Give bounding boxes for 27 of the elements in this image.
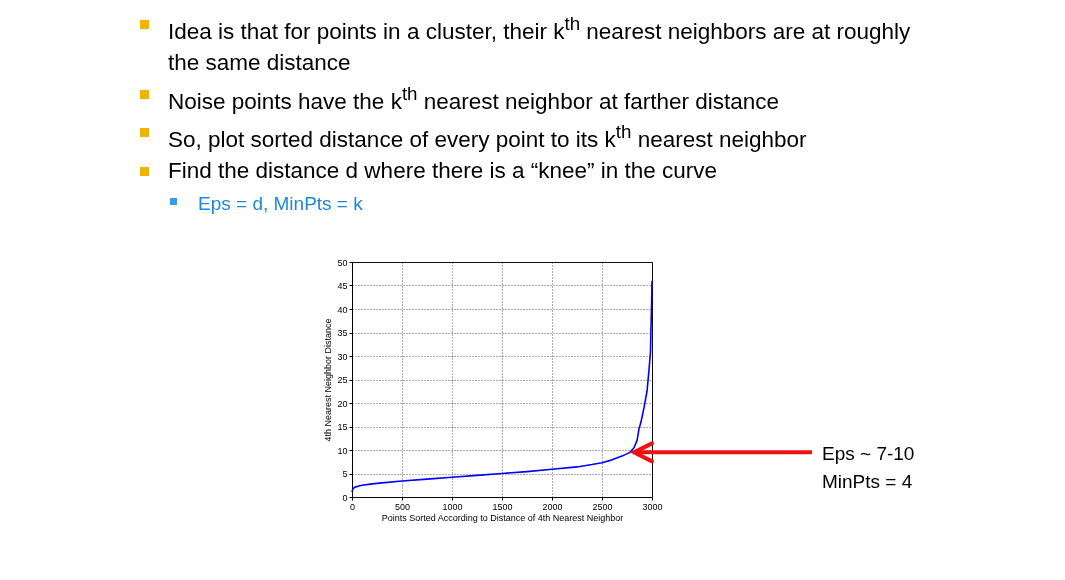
y-axis-title: 4th Nearest Neighbor Distance xyxy=(323,318,334,442)
line-series xyxy=(351,280,653,494)
x-tick-label: 500 xyxy=(394,501,411,512)
y-tick-label: 30 xyxy=(337,351,348,362)
text: So, plot sorted distance of every point to its k$^{th}$ nearest neighbor xyxy=(167,120,808,154)
x-tick-label: 2500 xyxy=(592,501,613,512)
annotation: Eps ~ 7-10 xyxy=(822,442,915,466)
y-tick-label: 25 xyxy=(337,375,348,385)
y-tick-label: 20 xyxy=(337,398,348,409)
x-axis-title: Points Sorted According to Distance of 4th Nearest Neighbor xyxy=(381,512,624,523)
text: Noise points have the k$^{th}$ nearest neighbor at farther distance xyxy=(167,81,780,116)
x-tick-label: 1000 xyxy=(442,501,463,512)
y-tick-label: 15 xyxy=(337,422,348,432)
y-tick-label: 0 xyxy=(342,492,348,503)
text: MinPts = 4 xyxy=(822,470,914,494)
y-tick-label: 5 xyxy=(342,469,348,479)
y-tick-label: 45 xyxy=(337,281,348,291)
x-tick-label: 3000 xyxy=(642,501,663,512)
y-tick-label: 10 xyxy=(337,445,348,456)
text: Find the distance d where there is a “knee” in the curve xyxy=(167,156,719,185)
x-tick-label: 2000 xyxy=(542,501,563,512)
y-tick-label: 35 xyxy=(337,328,348,338)
y-tick-label: 40 xyxy=(337,304,348,315)
y-tick-label: 50 xyxy=(337,257,348,268)
text: Eps = d, MinPts = k xyxy=(197,191,364,216)
x-tick-label: 0 xyxy=(349,501,356,512)
x-tick-label: 1500 xyxy=(492,501,513,512)
